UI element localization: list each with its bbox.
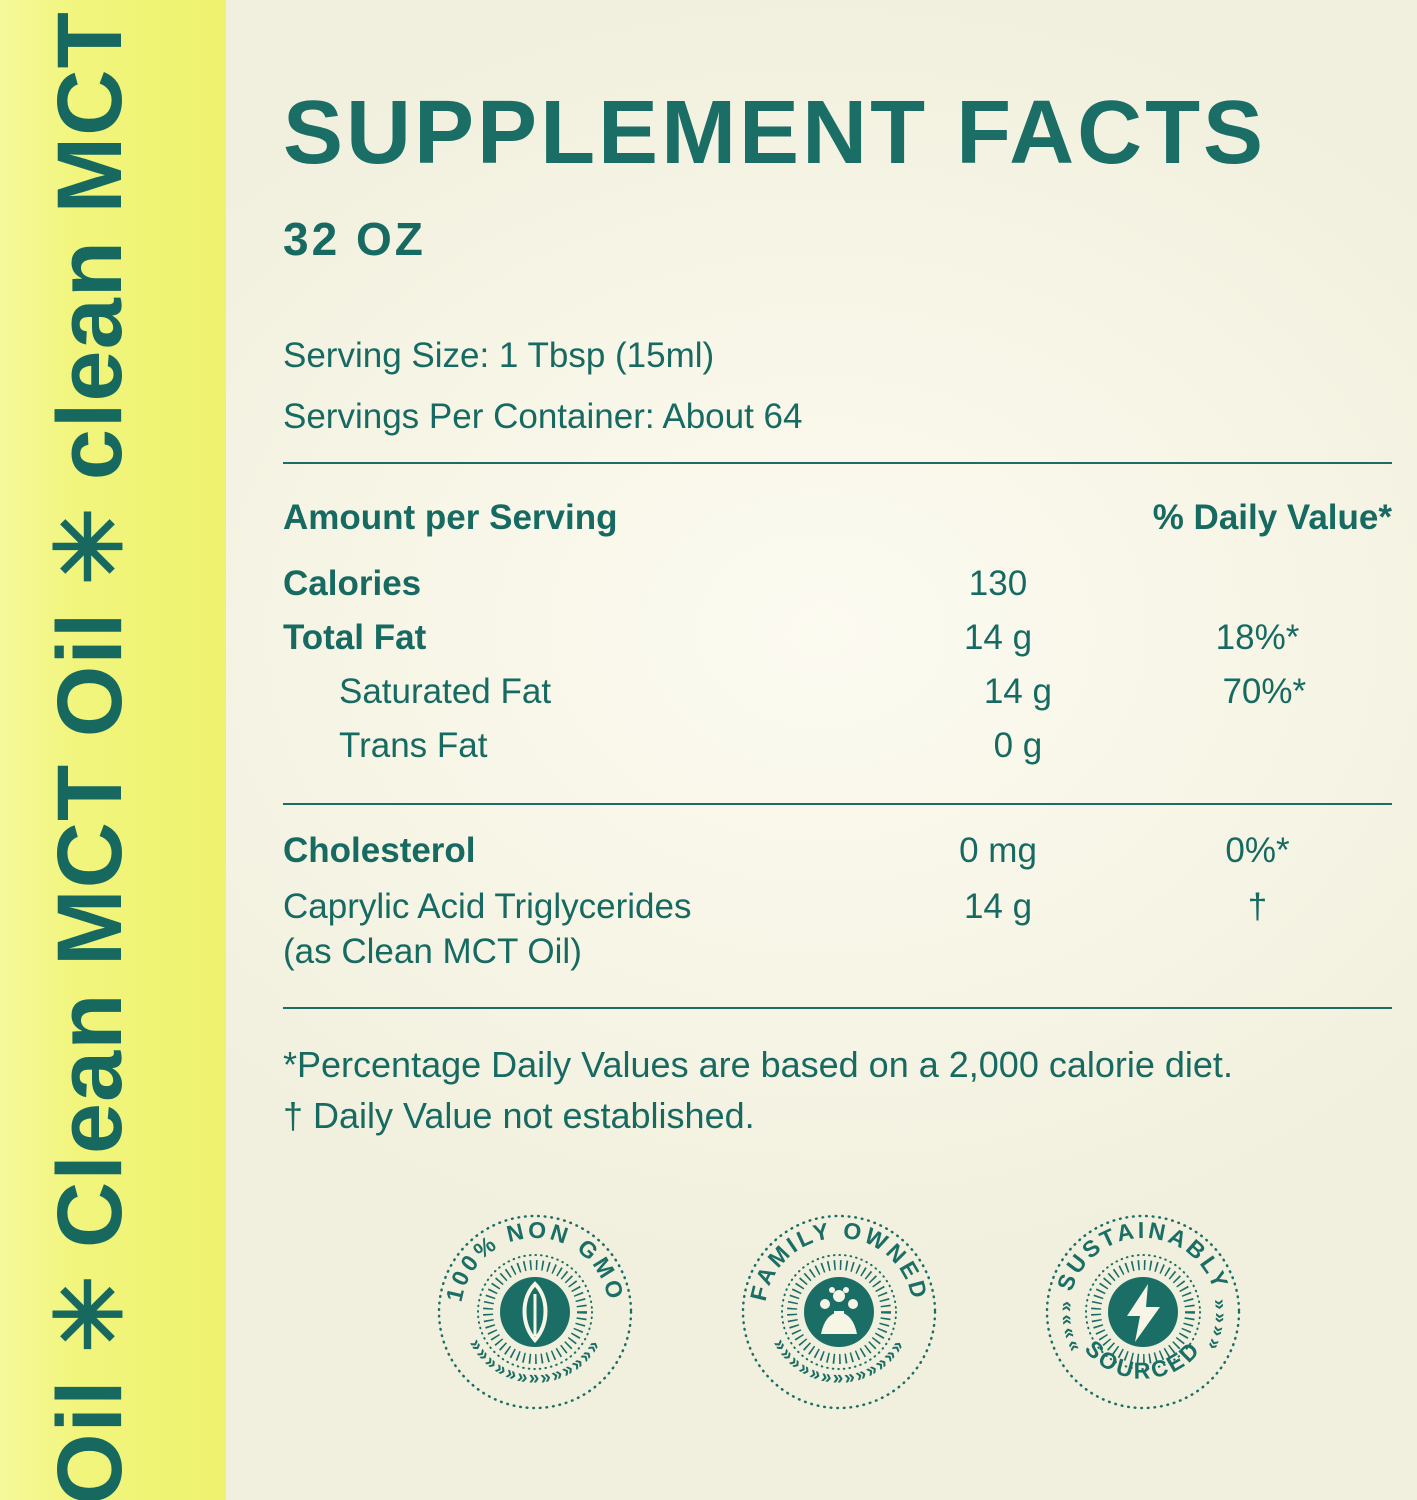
outer-dotted-ring: [741, 1214, 937, 1410]
leaf-icon: [522, 1281, 548, 1344]
badge-family-owned: FAMILY OWNED »»»»»»»»»»»»»: [739, 1212, 939, 1412]
row-label: Total Fat: [283, 618, 427, 657]
sunburst-ring: [483, 1260, 587, 1364]
inner-dotted-ring: [781, 1254, 897, 1370]
table-row: Trans Fat 0 g: [283, 728, 1392, 763]
row-amount: 14 g: [983, 672, 1052, 711]
table-header: Amount per Serving % Daily Value*: [283, 498, 1392, 538]
svg-text:»»»»: »»»»: [1201, 1298, 1230, 1355]
label-main: SUPPLEMENT FACTS 32 OZ Serving Size: 1 T…: [283, 0, 1392, 1142]
family-icon: [820, 1287, 858, 1334]
row-dv: 70%*: [1222, 672, 1307, 711]
vertical-brand-text: Oil ✳ Clean MCT Oil ✳ clean MCT: [39, 11, 141, 1500]
table-row: Calories 130: [283, 566, 1392, 601]
row-dv: †: [1247, 887, 1268, 926]
row-label-sub: (as Clean MCT Oil): [283, 932, 582, 972]
divider: [283, 803, 1392, 805]
row-amount: 14 g: [963, 618, 1033, 657]
sustainably-sourced-seal: SUSTAINABLY SOURCED »»»» »»»»: [1045, 1214, 1241, 1410]
divider: [283, 462, 1392, 464]
row-amount: 130: [968, 564, 1028, 603]
page-title: SUPPLEMENT FACTS: [283, 83, 1267, 183]
daily-value-header: % Daily Value*: [1152, 498, 1392, 537]
row-dv: 18%*: [1215, 618, 1300, 657]
footnotes: *Percentage Daily Values are based on a …: [283, 1039, 1392, 1141]
non-gmo-seal: 100% NON GMO »»»»»»»»»»»»»: [437, 1214, 633, 1410]
badge-row: 100% NON GMO »»»»»»»»»»»»» FAMILY OWNE: [435, 1212, 1243, 1412]
inner-dotted-ring: [1085, 1254, 1201, 1370]
footnote-daily-values: *Percentage Daily Values are based on a …: [283, 1044, 1233, 1086]
inner-dotted-ring: [477, 1254, 593, 1370]
row-amount: 14 g: [963, 887, 1033, 926]
row-label: Cholesterol: [283, 831, 476, 870]
row-dv: 0%*: [1225, 831, 1290, 870]
serving-info: Serving Size: 1 Tbsp (15ml) Servings Per…: [283, 338, 1392, 434]
family-owned-seal: FAMILY OWNED »»»»»»»»»»»»»: [741, 1214, 937, 1410]
sunburst-ring: [787, 1260, 891, 1364]
row-label: Caprylic Acid Triglycerides (as Clean MC…: [283, 887, 873, 971]
row-amount: 0 mg: [959, 831, 1037, 870]
badge-non-gmo: 100% NON GMO »»»»»»»»»»»»»: [435, 1212, 635, 1412]
sunburst-ring: [1091, 1260, 1195, 1364]
size-subtitle: 32 OZ: [283, 213, 426, 265]
table-row: Total Fat 14 g 18%*: [283, 620, 1392, 655]
laurel-deco-right: »»»»: [1201, 1298, 1228, 1355]
row-label: Calories: [283, 564, 422, 603]
side-band: Oil ✳ Clean MCT Oil ✳ clean MCT: [0, 0, 226, 1500]
table-row: Saturated Fat 14 g 70%*: [283, 674, 1392, 709]
row-label-main: Caprylic Acid Triglycerides: [283, 887, 692, 926]
amount-per-serving-header: Amount per Serving: [283, 498, 618, 537]
servings-per-container: Servings Per Container: About 64: [283, 397, 803, 436]
laurel-deco-left: »»»»: [1055, 1298, 1082, 1355]
badge-sustainably-sourced: SUSTAINABLY SOURCED »»»» »»»»: [1043, 1212, 1243, 1412]
serving-size: Serving Size: 1 Tbsp (15ml): [283, 336, 715, 375]
svg-text:»»»»: »»»»: [1055, 1298, 1084, 1355]
table-row: Caprylic Acid Triglycerides (as Clean MC…: [283, 887, 1392, 971]
row-label: Trans Fat: [339, 726, 488, 765]
table-row: Cholesterol 0 mg 0%*: [283, 833, 1392, 868]
outer-dotted-ring: [1045, 1214, 1241, 1410]
outer-dotted-ring: [437, 1214, 633, 1410]
lightning-icon: [1127, 1284, 1160, 1342]
divider: [283, 1007, 1392, 1010]
row-label: Saturated Fat: [339, 672, 552, 711]
footnote-dagger: † Daily Value not established.: [283, 1095, 755, 1137]
row-amount: 0 g: [993, 726, 1043, 765]
